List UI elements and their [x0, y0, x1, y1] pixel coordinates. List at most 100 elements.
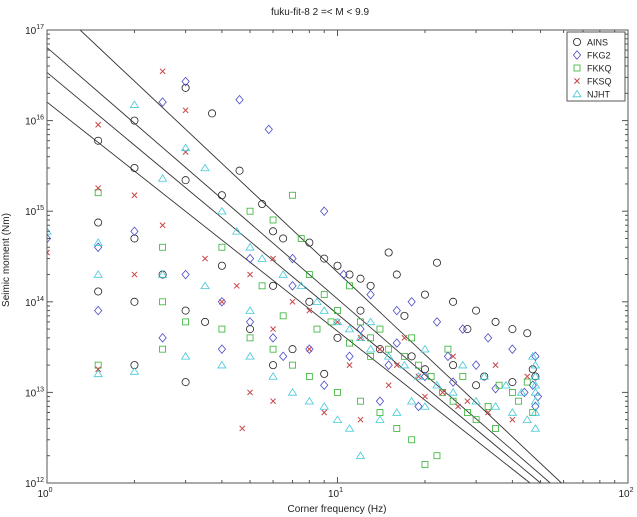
data-point — [93, 238, 103, 246]
data-point — [530, 408, 541, 416]
data-point — [375, 396, 385, 406]
data-point — [458, 324, 467, 334]
data-point — [201, 317, 210, 326]
legend-label: NJHT — [587, 90, 610, 100]
data-point — [320, 291, 328, 299]
data-point — [304, 396, 315, 405]
series-ains — [94, 83, 540, 390]
chart-title: fuku-fit-8 2 =< M < 9.9 — [271, 7, 370, 18]
data-point — [471, 396, 481, 405]
data-point — [530, 424, 541, 432]
data-point — [401, 352, 408, 360]
data-point — [524, 373, 531, 380]
data-point — [289, 191, 296, 199]
data-point — [246, 207, 254, 215]
legend-label: FKSQ — [587, 77, 612, 87]
data-point — [288, 253, 297, 264]
data-point — [233, 282, 240, 289]
data-point — [427, 373, 435, 380]
data-point — [93, 369, 103, 378]
data-point — [383, 351, 394, 360]
data-point — [130, 361, 139, 370]
reference-line — [47, 72, 541, 483]
data-point — [217, 296, 227, 307]
legend-label: FKKQ — [587, 64, 612, 74]
data-point — [95, 121, 102, 128]
legend-item-fkkq: FKKQ — [573, 64, 612, 74]
data-point — [94, 189, 102, 197]
data-point — [432, 258, 441, 267]
data-point — [217, 261, 226, 270]
data-point — [208, 109, 217, 118]
series-njht — [47, 100, 541, 459]
data-point — [449, 361, 458, 370]
data-point — [217, 206, 227, 215]
data-point — [491, 317, 500, 326]
data-point — [245, 242, 255, 251]
data-point — [484, 333, 493, 343]
data-point — [181, 176, 190, 185]
data-point — [181, 76, 190, 87]
data-point — [218, 325, 226, 333]
data-point — [312, 297, 322, 306]
data-point — [217, 360, 227, 369]
data-point — [268, 372, 278, 380]
data-point — [270, 398, 277, 405]
y-tick-exponent: 14 — [36, 296, 44, 303]
data-point — [269, 227, 278, 236]
x-axis-label: Corner frequency (Hz) — [288, 504, 387, 515]
data-point — [448, 388, 458, 396]
data-point — [531, 351, 540, 362]
data-point — [530, 372, 541, 380]
legend-item-fksq: FKSQ — [574, 77, 612, 87]
data-point — [264, 124, 273, 135]
data-point — [366, 281, 375, 290]
data-point — [463, 325, 472, 334]
legend-label: FKG2 — [587, 51, 611, 61]
data-point — [247, 271, 254, 278]
data-point — [181, 378, 190, 387]
data-point — [332, 415, 343, 423]
data-point — [471, 360, 481, 370]
data-point — [356, 324, 365, 334]
data-point — [356, 274, 365, 283]
data-point — [444, 345, 452, 353]
data-point — [306, 346, 313, 353]
data-point — [94, 361, 102, 369]
data-point — [355, 451, 366, 459]
data-point — [421, 461, 429, 468]
data-point — [375, 415, 385, 423]
y-tick-exponent: 13 — [36, 386, 44, 393]
data-point — [305, 373, 313, 380]
data-point — [384, 360, 393, 370]
data-point — [218, 243, 226, 251]
data-point — [159, 68, 166, 75]
data-point — [472, 306, 481, 315]
data-point — [415, 373, 422, 380]
data-point — [407, 296, 416, 307]
data-point — [508, 388, 516, 396]
data-point — [334, 388, 341, 396]
data-point — [458, 360, 468, 369]
data-point — [95, 366, 102, 373]
legend-box — [566, 31, 626, 102]
data-point — [508, 344, 517, 354]
data-point — [420, 290, 429, 299]
data-point — [357, 318, 364, 326]
data-point — [94, 136, 103, 145]
data-point — [158, 97, 167, 107]
data-point — [332, 317, 343, 326]
data-point — [130, 297, 139, 306]
data-point — [94, 305, 103, 316]
x-tick-exponent: 0 — [49, 487, 53, 494]
data-point — [313, 325, 321, 333]
data-point — [492, 362, 499, 369]
data-point — [492, 425, 499, 432]
data-point — [200, 163, 210, 172]
data-point — [414, 401, 423, 412]
data-point — [306, 307, 313, 314]
data-point — [130, 116, 139, 125]
data-point — [270, 255, 277, 262]
data-point — [182, 318, 190, 326]
